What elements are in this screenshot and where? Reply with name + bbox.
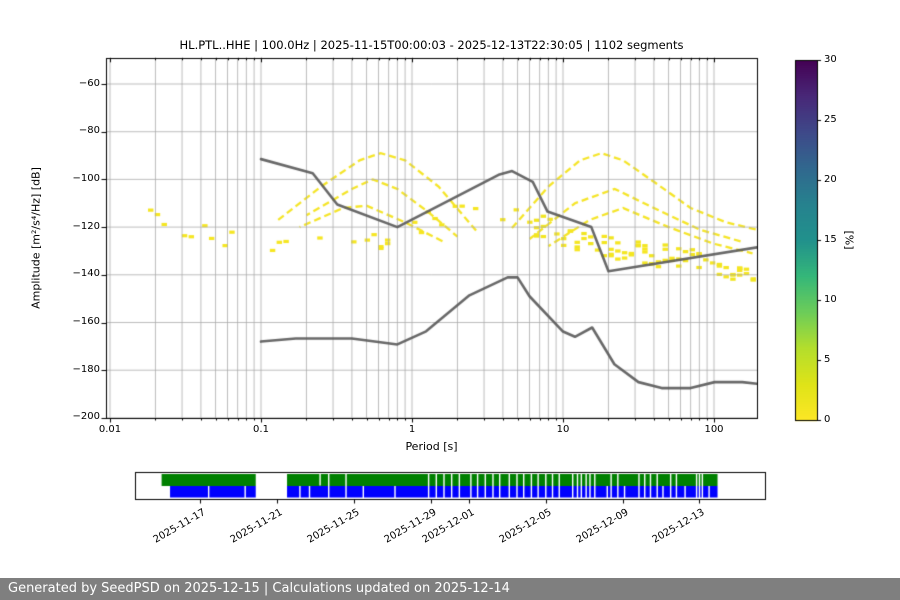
y-axis-label: Amplitude [m²/s⁴/Hz] [dB] (29, 167, 43, 309)
x-tick-label: 1 (408, 424, 416, 435)
x-tick-label: 0.01 (98, 424, 122, 435)
colorbar-tick-label: 15 (824, 233, 837, 245)
y-tick-label: −160 (72, 316, 100, 327)
chart-title: HL.PTL..HHE | 100.0Hz | 2025-11-15T00:00… (179, 38, 684, 52)
y-tick-label: −180 (72, 363, 100, 375)
colorbar-tick-label: 25 (824, 113, 837, 125)
colorbar-tick-label: 5 (824, 353, 831, 365)
y-tick-label: −120 (72, 220, 100, 232)
colorbar-label: [%] (842, 230, 856, 250)
colorbar-tick-label: 10 (824, 293, 837, 305)
y-tick-label: −80 (78, 125, 100, 137)
x-tick-label: 0.1 (253, 424, 269, 435)
colorbar-tick-label: 0 (824, 413, 831, 425)
y-tick-label: −60 (78, 77, 100, 89)
y-tick-label: −200 (72, 411, 100, 423)
x-axis-label: Period [s] (405, 440, 458, 453)
x-tick-label: 10 (556, 424, 570, 435)
colorbar-tick-label: 30 (824, 53, 837, 65)
y-tick-label: −140 (72, 268, 100, 280)
footer-text: Generated by SeedPSD on 2025-12-15 | Cal… (8, 581, 510, 596)
x-tick-label: 100 (704, 424, 724, 435)
y-tick-label: −100 (72, 172, 100, 184)
colorbar-tick-label: 20 (824, 173, 837, 185)
footer-bar: Generated by SeedPSD on 2025-12-15 | Cal… (0, 578, 900, 600)
